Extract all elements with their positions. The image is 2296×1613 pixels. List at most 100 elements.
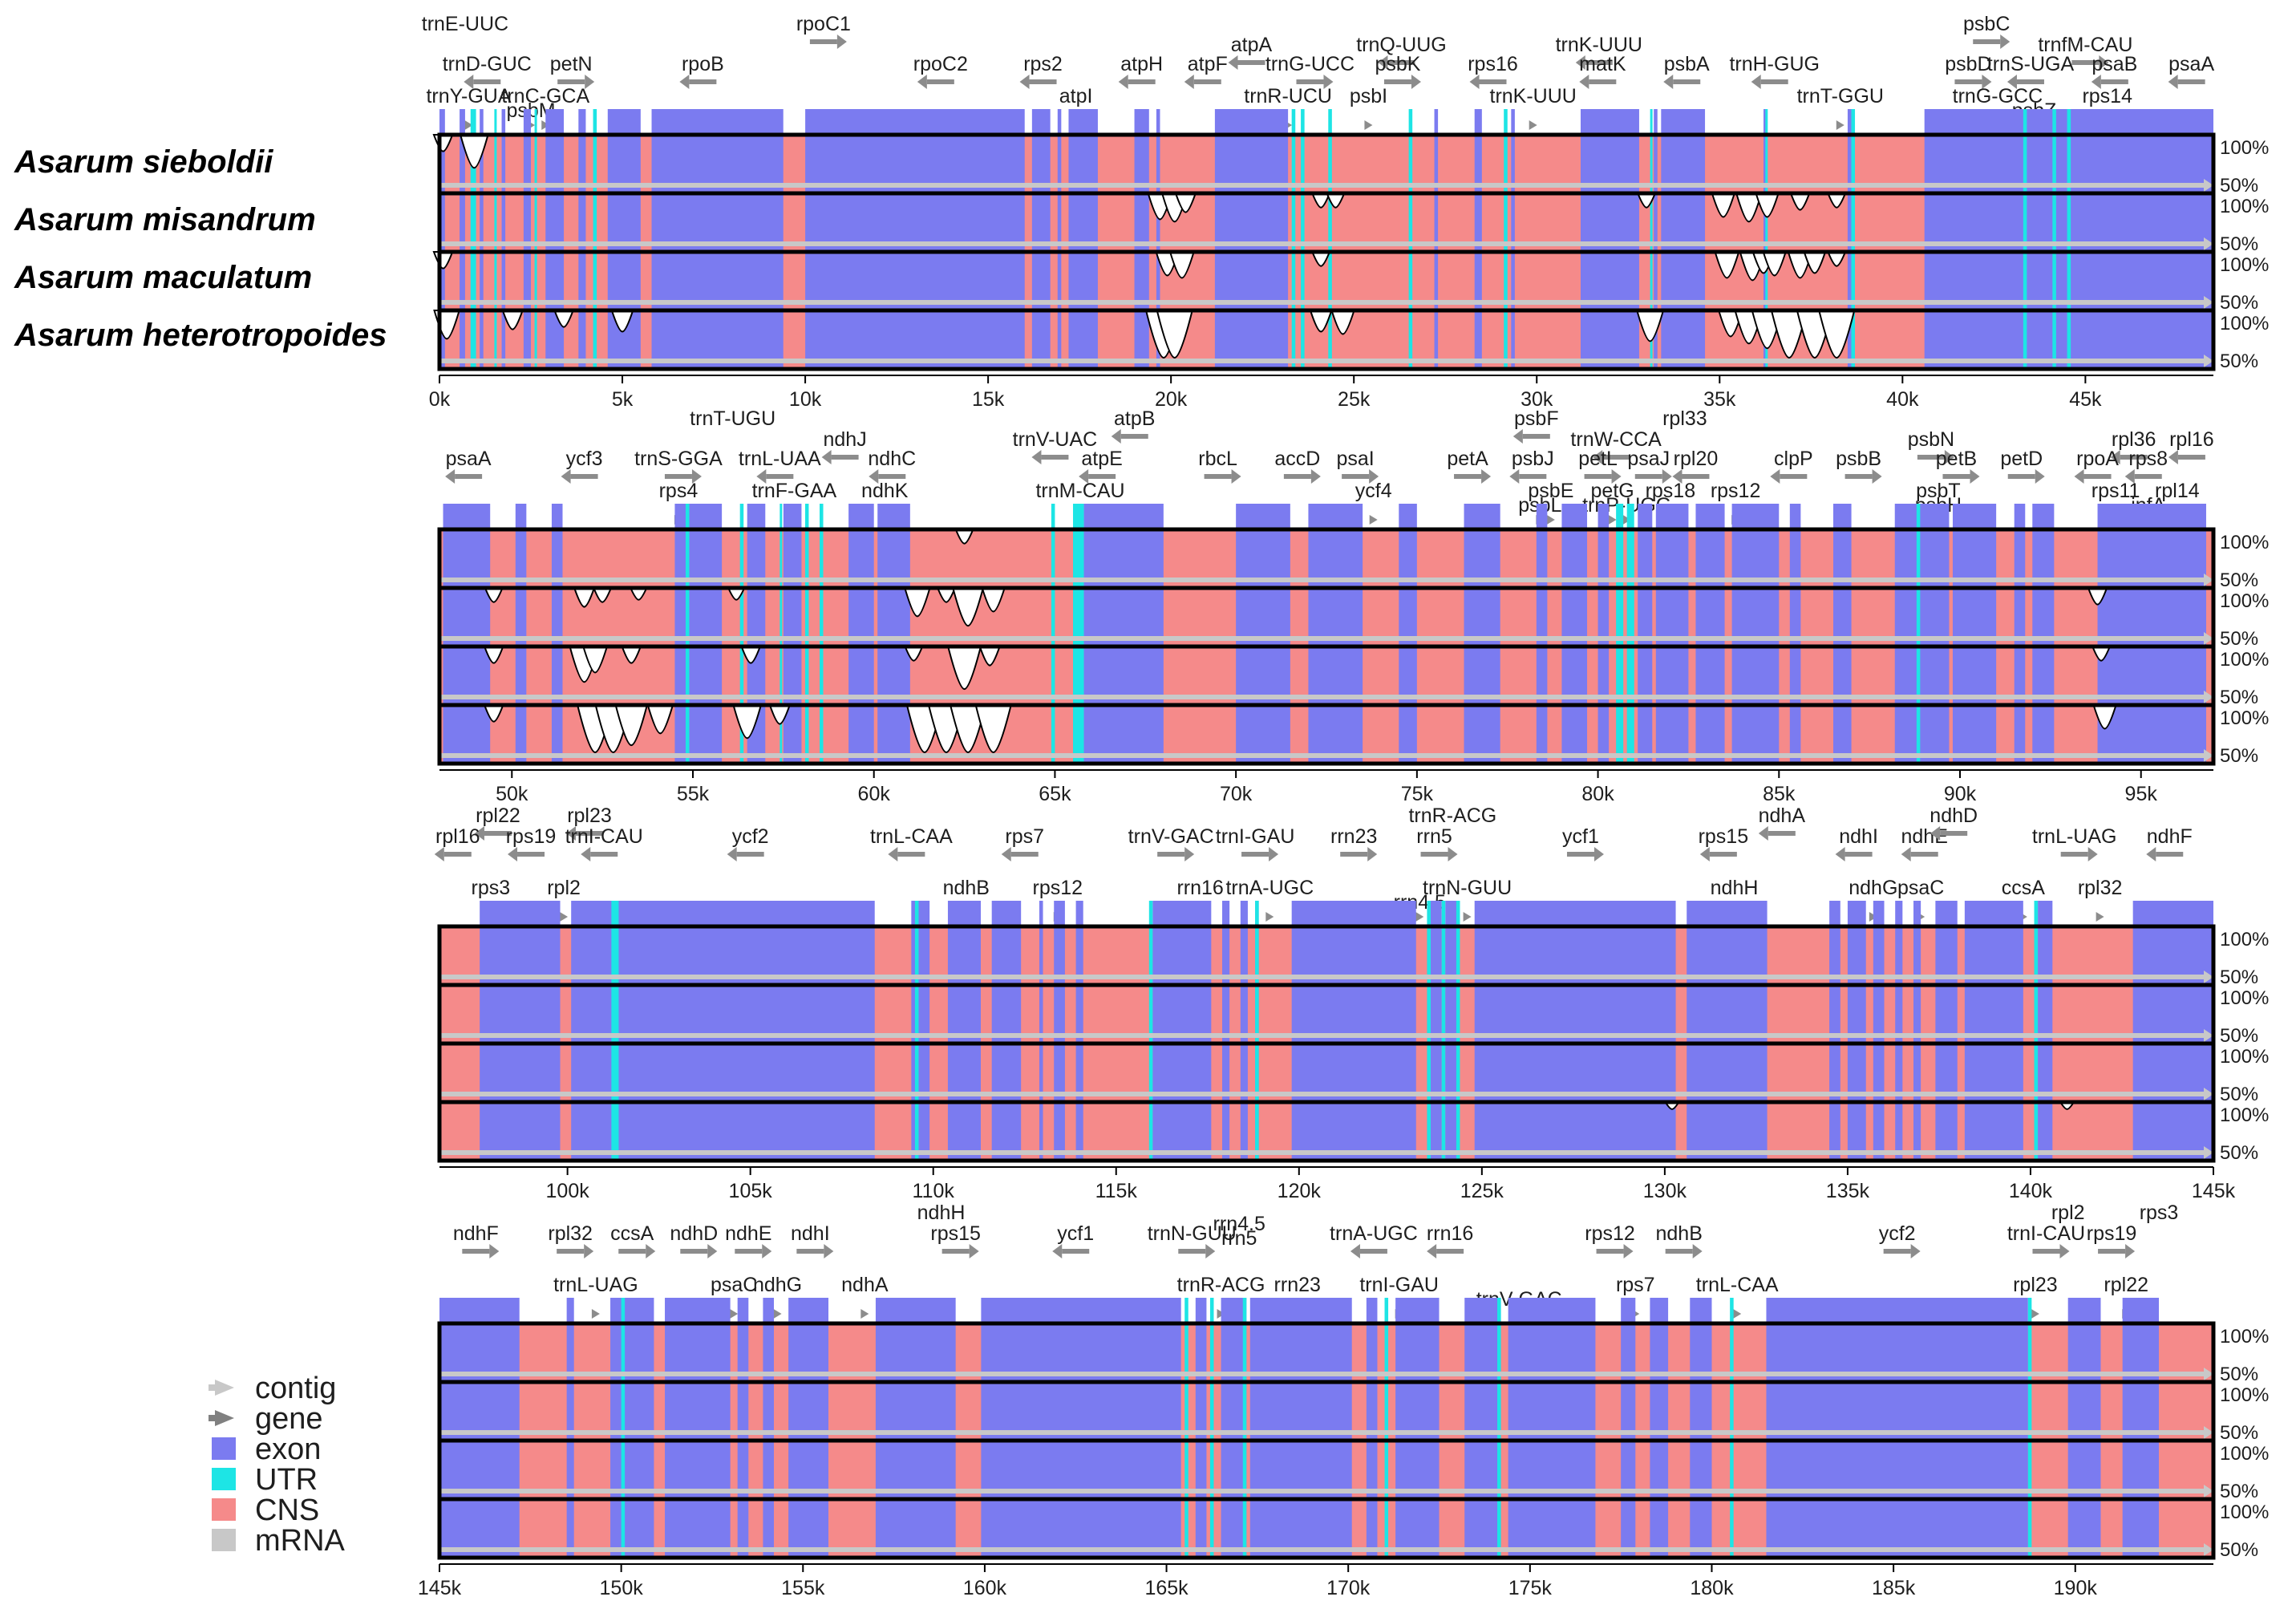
identity-dip xyxy=(1762,251,1788,277)
exon-region xyxy=(1913,1102,1921,1161)
utr-region xyxy=(914,926,919,985)
exon-region xyxy=(501,193,506,252)
exon-annotation xyxy=(1464,1298,1501,1322)
gene-arrow xyxy=(897,852,925,857)
utr-region xyxy=(1073,588,1084,646)
utr-region xyxy=(1497,1441,1501,1499)
identity-dip xyxy=(1636,193,1657,209)
track-4: 100% 50% xyxy=(433,308,2269,372)
exon-annotation xyxy=(848,504,874,528)
tick-label: 75k xyxy=(1401,783,1434,805)
contig-arrow-head xyxy=(2204,237,2213,250)
exon-region xyxy=(1054,926,1065,985)
exon-region xyxy=(578,310,586,369)
exon-region xyxy=(1536,588,1548,646)
utr-region xyxy=(804,705,809,764)
exon-region xyxy=(1847,926,1866,985)
gene-arrow-head xyxy=(2168,450,2178,464)
gene-arrow xyxy=(1010,852,1039,857)
exon-annotation xyxy=(480,901,561,925)
gene-arrow-head xyxy=(2125,1244,2136,1258)
utr-region xyxy=(2067,135,2071,193)
exon-annotation xyxy=(2014,504,2026,528)
exon-annotation xyxy=(1833,504,1852,528)
gene-label: trnE-UUC xyxy=(422,13,508,35)
gene-label: trnV-GAC xyxy=(1128,825,1214,848)
gene-label: trnW-CCA xyxy=(1570,428,1662,451)
exon-annotation xyxy=(665,1298,731,1322)
exon-region xyxy=(1913,985,1921,1044)
gene-arrow-head xyxy=(691,469,702,484)
exon-region xyxy=(1075,926,1083,985)
gene-label: psbD xyxy=(1945,53,1991,75)
identity-dip xyxy=(610,310,634,333)
tick-label: 65k xyxy=(1039,783,1071,805)
exon-annotation xyxy=(1152,901,1212,925)
gene-label: psaJ xyxy=(1627,448,1670,470)
identity-50-label: 50% xyxy=(2220,175,2258,197)
legend-gene-label: gene xyxy=(255,1402,323,1436)
utr-region xyxy=(1616,529,1624,588)
identity-100-label: 100% xyxy=(2220,1443,2269,1465)
gene-label: ycf4 xyxy=(1355,480,1392,502)
identity-50-label: 50% xyxy=(2220,1364,2258,1385)
contig-arrow-head xyxy=(2204,1426,2213,1439)
gene-label: petL xyxy=(1578,448,1618,470)
utr-annotation xyxy=(494,109,497,133)
utr-annotation xyxy=(1765,109,1768,133)
utr-region xyxy=(1073,529,1084,588)
gene-arrow-head xyxy=(1369,469,1379,484)
exon-annotation xyxy=(1508,1298,1596,1322)
gene-arrow xyxy=(2083,474,2112,479)
gene-label: ccsA xyxy=(2002,877,2046,899)
exon-annotation xyxy=(1695,504,1725,528)
gene-arrow xyxy=(1340,852,1368,857)
exon-region xyxy=(1638,529,1653,588)
gene-arrow xyxy=(1566,852,1594,857)
gene-label: trnS-GGA xyxy=(634,448,723,470)
identity-dip xyxy=(483,704,504,723)
gene-label: psaC xyxy=(1897,877,1944,899)
exon-annotation xyxy=(1764,109,1768,133)
gene-label: matK xyxy=(1579,53,1626,75)
gene-arrow-head xyxy=(1699,847,1710,861)
gene-label: rpoB xyxy=(682,53,724,75)
identity-dip xyxy=(459,134,489,169)
exon-region xyxy=(1511,193,1515,252)
exon-region xyxy=(1847,1044,1866,1102)
identity-dip xyxy=(501,310,524,330)
gene-arrow-head xyxy=(679,75,690,89)
identity-dip xyxy=(954,529,974,545)
exon-region xyxy=(1650,1441,1669,1499)
gene-arrow-head xyxy=(1512,429,1523,444)
exon-annotation xyxy=(1597,504,1610,528)
gene-arrow-head xyxy=(2099,55,2109,70)
legend-contig-bar xyxy=(209,1384,220,1391)
legend-CNS-swatch xyxy=(212,1498,236,1521)
gene-arrow xyxy=(1768,831,1796,836)
gene-label: psbI xyxy=(1350,85,1387,107)
exon-region xyxy=(1134,310,1149,369)
exon-annotation xyxy=(1847,109,1852,133)
exon-region xyxy=(2038,1044,2053,1102)
exon-region xyxy=(1156,252,1160,310)
identity-100-label: 100% xyxy=(2220,987,2269,1009)
exon-region xyxy=(1474,252,1482,310)
exon-region xyxy=(1240,985,1248,1044)
exon-region xyxy=(1764,252,1768,310)
exon-region xyxy=(1434,135,1439,193)
utr-region xyxy=(1148,926,1153,985)
gene-arrow xyxy=(1709,852,1737,857)
utr-region xyxy=(1851,310,1856,369)
gene-label: ndhC xyxy=(868,448,916,470)
exon-annotation xyxy=(674,504,723,528)
gene-arrow xyxy=(1589,79,1617,84)
utr-region xyxy=(1184,1382,1188,1441)
utr-region xyxy=(494,135,497,193)
utr-region xyxy=(1427,1102,1431,1161)
gene-arrow xyxy=(2120,455,2148,460)
exon-region xyxy=(1031,193,1051,252)
exon-annotation xyxy=(1366,1298,1378,1322)
